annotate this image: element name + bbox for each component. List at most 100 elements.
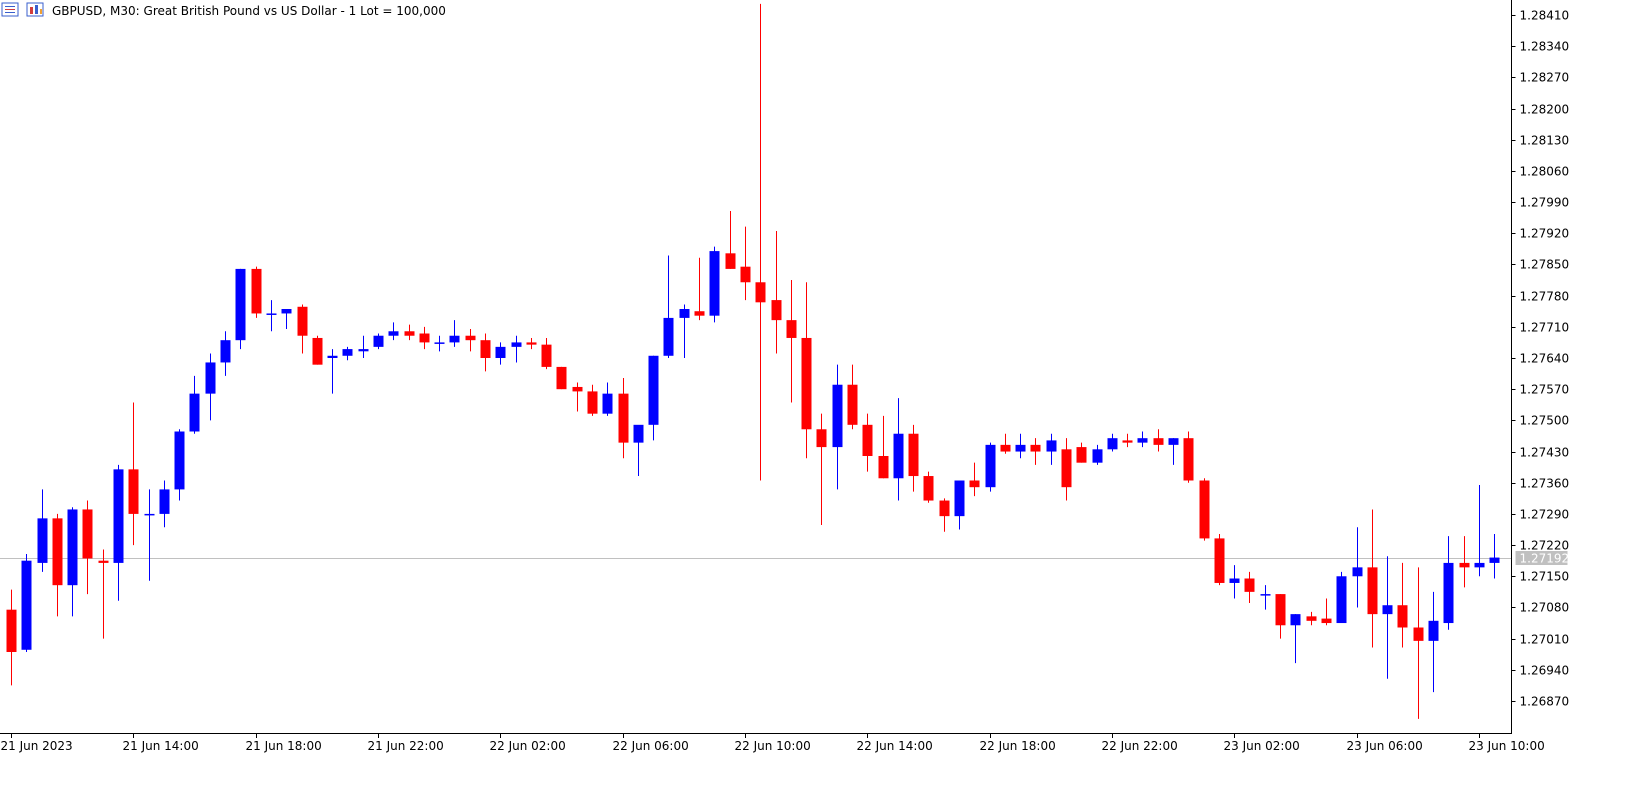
current-price-label: 1.27192 <box>1520 552 1570 566</box>
price-tick-label: 1.26940 <box>1520 664 1570 678</box>
candle-body <box>373 335 384 347</box>
time-axis[interactable]: 21 Jun 2023 21 Jun 14:00 21 Jun 18:00 21 Ju… <box>0 733 1545 754</box>
candle <box>6 589 17 686</box>
candle <box>419 326 430 350</box>
candle-body <box>1061 449 1072 488</box>
quick-menu-icon[interactable] <box>1 2 19 17</box>
candle-body <box>358 349 369 352</box>
candle <box>1030 438 1041 465</box>
candle-body <box>21 560 32 650</box>
candle <box>1382 556 1393 679</box>
candle <box>572 382 583 412</box>
price-tick-label: 1.27990 <box>1520 196 1570 210</box>
candle <box>1168 438 1179 465</box>
candle-body <box>1214 538 1225 583</box>
candle-body <box>189 393 200 432</box>
candle <box>602 382 613 416</box>
price-tick-label: 1.28340 <box>1520 40 1570 54</box>
candle <box>388 322 399 341</box>
time-tick-label: 23 Jun 02:00 <box>1224 739 1300 753</box>
candle <box>709 246 720 323</box>
candle <box>1229 565 1240 599</box>
candle-body <box>434 342 445 344</box>
candle-body <box>725 253 736 269</box>
candle-body <box>281 309 292 314</box>
candle-body <box>847 384 858 425</box>
candle <box>1122 433 1133 448</box>
time-tick-label: 22 Jun 14:00 <box>857 739 933 753</box>
candle-body <box>511 342 522 347</box>
candle-body <box>1107 438 1118 450</box>
candle-body <box>755 282 766 303</box>
candle <box>52 513 63 617</box>
candle <box>541 337 552 370</box>
candle <box>1459 536 1470 588</box>
candle-body <box>786 320 797 338</box>
price-tick-label: 1.28410 <box>1520 9 1570 23</box>
time-tick-label: 22 Jun 18:00 <box>980 739 1056 753</box>
candle <box>1000 433 1011 454</box>
candle-body <box>556 366 567 390</box>
candle <box>985 442 996 492</box>
candle <box>511 335 522 363</box>
candle-body <box>327 355 338 358</box>
price-tick-label: 1.27710 <box>1520 321 1570 335</box>
candle <box>37 489 48 572</box>
candle <box>251 266 262 318</box>
candle <box>480 333 491 372</box>
candle <box>786 280 797 403</box>
candle <box>1061 438 1072 501</box>
candle-body <box>1275 594 1286 626</box>
time-tick-label: 22 Jun 22:00 <box>1102 739 1178 753</box>
price-tick-label: 1.28060 <box>1520 165 1570 179</box>
price-tick-label: 1.27150 <box>1520 570 1570 584</box>
current-price-tag-layer: 1.27192 <box>1515 551 1570 566</box>
candle <box>465 329 476 352</box>
candle <box>1321 598 1332 626</box>
candle <box>725 211 736 269</box>
candle <box>878 415 889 479</box>
candle-body <box>1015 444 1026 452</box>
candle <box>816 413 827 526</box>
chart-type-icon[interactable] <box>26 2 44 17</box>
candle <box>618 378 629 459</box>
candle-body <box>1367 567 1378 615</box>
candle <box>434 335 445 352</box>
time-tick-label: 22 Jun 02:00 <box>490 739 566 753</box>
candle-body <box>312 337 323 365</box>
candle <box>923 471 934 503</box>
candle-body <box>648 355 659 425</box>
candle <box>189 375 200 434</box>
candle <box>205 353 216 421</box>
price-axis[interactable]: 1.28410 1.28340 1.28270 1.28200 1.28130 1.280… <box>1511 0 1570 733</box>
candle <box>1199 478 1210 541</box>
candle-body <box>1076 447 1087 463</box>
candle <box>1352 527 1363 608</box>
candle-body <box>878 456 889 479</box>
candle <box>1290 614 1301 664</box>
candle <box>1397 562 1408 648</box>
candle-body <box>923 476 934 501</box>
candle-body <box>1229 578 1240 583</box>
candle <box>21 554 32 652</box>
price-tick-label: 1.27640 <box>1520 352 1570 366</box>
candle <box>220 331 231 376</box>
candle <box>1443 536 1454 630</box>
candle-body <box>908 433 919 477</box>
candle <box>1153 429 1164 452</box>
candles-layer <box>6 3 1500 719</box>
candle-body <box>1199 480 1210 539</box>
candle-body <box>495 346 506 358</box>
candle-body <box>235 268 246 341</box>
candle <box>939 498 950 532</box>
candle-body <box>404 331 415 336</box>
candle <box>1076 442 1087 463</box>
candle-body <box>174 431 185 490</box>
time-tick-label: 21 Jun 22:00 <box>368 739 444 753</box>
candle <box>679 304 690 358</box>
time-tick-label: 23 Jun 10:00 <box>1469 739 1545 753</box>
candle <box>1214 533 1225 586</box>
candle-body <box>862 424 873 456</box>
candle <box>1428 591 1439 693</box>
